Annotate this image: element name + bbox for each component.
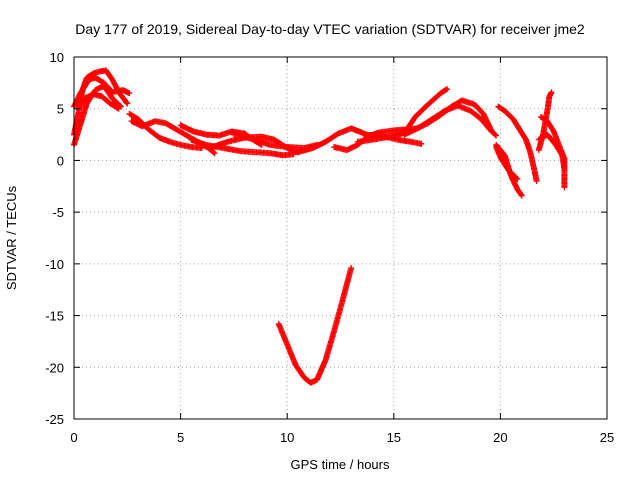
grid-lines xyxy=(74,57,607,419)
chart-title: Day 177 of 2019, Sidereal Day-to-day VTE… xyxy=(75,21,585,37)
y-axis-label: SDTVAR / TECUs xyxy=(4,185,19,290)
series-markers xyxy=(361,131,425,147)
x-tick-label: 0 xyxy=(70,430,77,445)
series-markers xyxy=(535,131,568,172)
series-markers xyxy=(275,265,355,386)
x-tick-label: 15 xyxy=(387,430,401,445)
y-tick-label: 0 xyxy=(57,153,64,168)
series-arc-22 xyxy=(535,131,568,172)
series-arc-18 xyxy=(495,103,540,185)
x-tick-label: 10 xyxy=(280,430,294,445)
series-markers xyxy=(493,144,521,182)
x-tick-label: 20 xyxy=(493,430,507,445)
y-tick-label: -10 xyxy=(45,257,64,272)
y-tick-label: -15 xyxy=(45,309,64,324)
series-markers xyxy=(495,103,540,185)
plot-frame xyxy=(73,56,608,420)
axis-ticks: 0 5 10 15 20 25 10 5 0 -5 -10 -15 -20 -25 xyxy=(45,50,614,445)
series-arc-19 xyxy=(493,144,521,182)
series-markers xyxy=(401,102,500,139)
y-tick-label: -25 xyxy=(45,412,64,427)
y-tick-label: -20 xyxy=(45,360,64,375)
y-tick-label: 5 xyxy=(57,102,64,117)
x-tick-label: 25 xyxy=(600,430,614,445)
x-axis-label: GPS time / hours xyxy=(291,457,390,472)
y-tick-label: -5 xyxy=(52,205,64,220)
x-tick-label: 5 xyxy=(177,430,184,445)
series-arc-23 xyxy=(275,265,355,386)
y-tick-label: 10 xyxy=(50,50,64,65)
series-arc-16 xyxy=(361,131,425,147)
data-series xyxy=(71,67,568,386)
series-arc-15 xyxy=(401,102,500,139)
